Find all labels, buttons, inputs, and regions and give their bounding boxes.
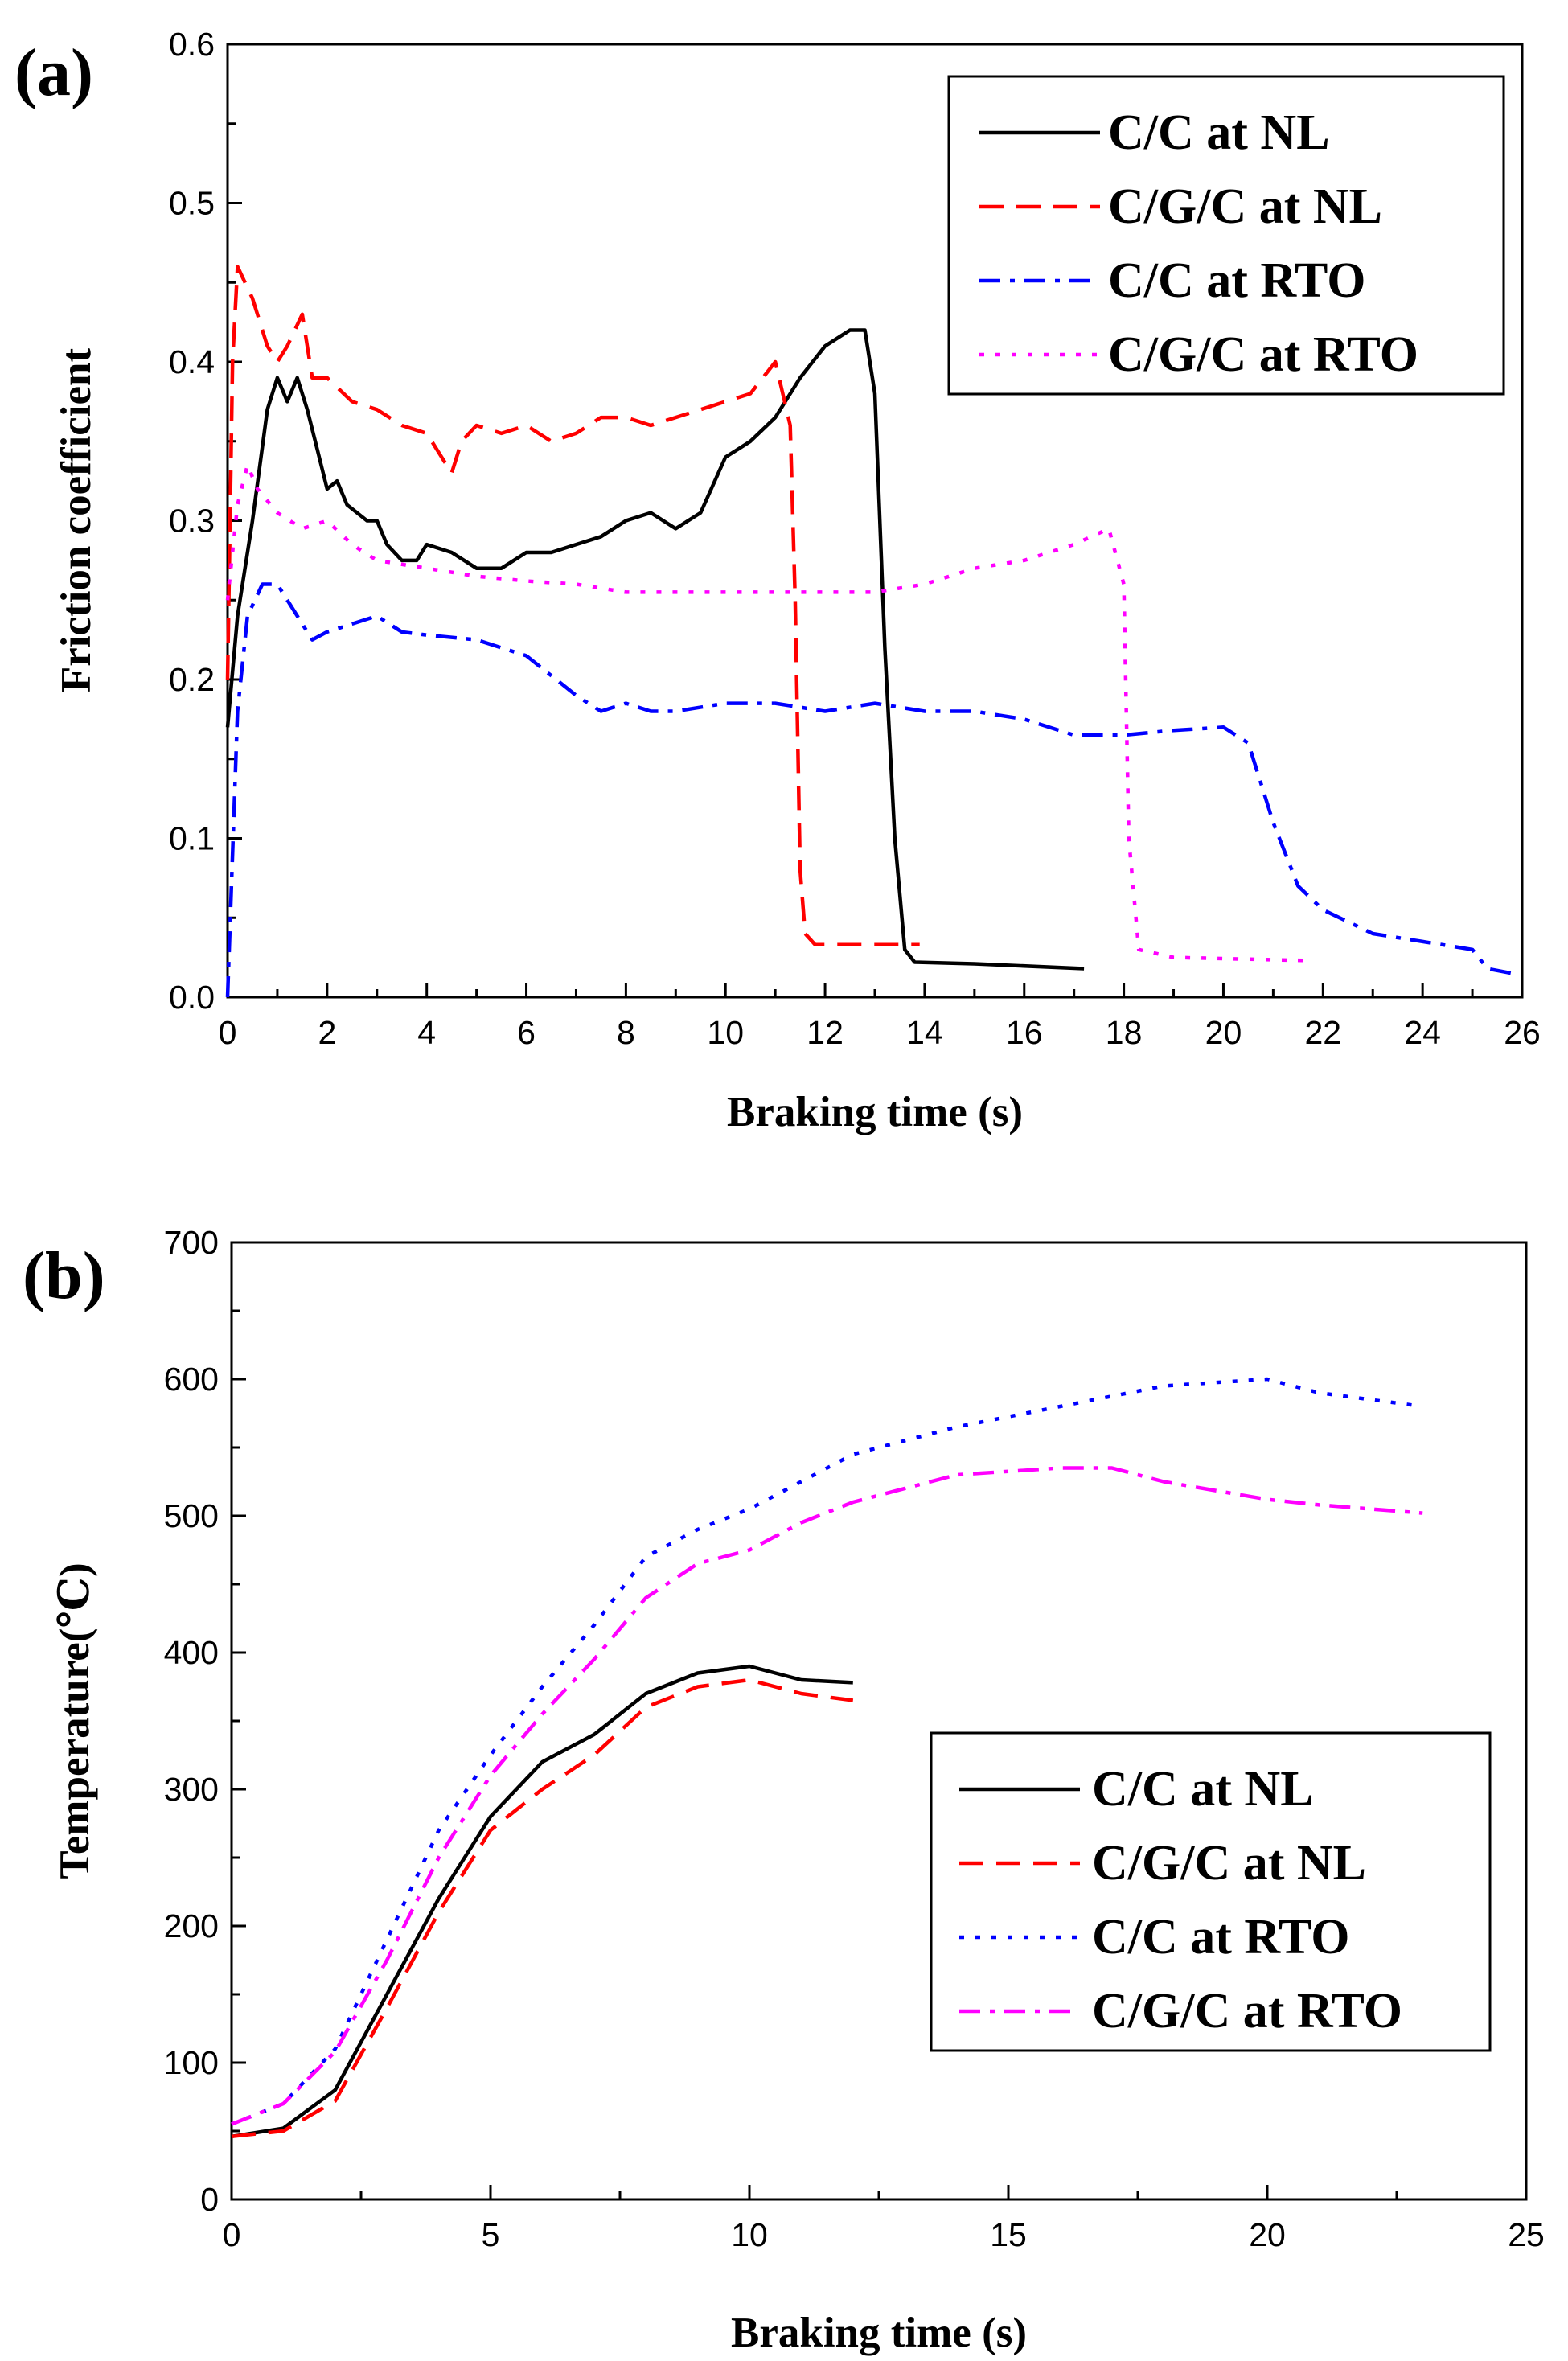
legend-box	[947, 75, 1505, 396]
x-tick-label: 8	[617, 1014, 635, 1051]
series-line	[231, 1677, 854, 2139]
x-tick-label: 14	[906, 1014, 943, 1051]
series-line	[231, 1377, 1423, 2126]
x-axis-title: Braking time (s)	[731, 2310, 1027, 2356]
x-tick-label: 6	[517, 1014, 536, 1051]
x-tick-label: 12	[807, 1014, 844, 1051]
series-line	[225, 582, 1513, 998]
y-tick-label: 200	[164, 1907, 219, 1944]
legend: C/C at NL C/G/C at NL C/C at RTO C/G/C a…	[930, 1731, 1492, 2052]
series-group	[225, 265, 1513, 998]
y-tick-label: 400	[164, 1634, 219, 1671]
x-tick-label: 20	[1205, 1014, 1242, 1051]
legend-entry-label: C/C at NL	[1108, 105, 1330, 160]
legend-entry-label: C/G/C at NL	[1108, 179, 1382, 234]
series-line	[231, 1466, 1423, 2126]
x-tick-label: 2	[318, 1014, 336, 1051]
x-tick-label: 22	[1305, 1014, 1342, 1051]
x-axis-title: Braking time (s)	[727, 1089, 1023, 1135]
panel-a-friction-coefficient-chart: (a) 0 2 4 6 8 10 12 14 16 18 20 22 24 260.00.10.20.30…	[14, 26, 1541, 1135]
legend-entry-label: C/C at RTO	[1108, 253, 1365, 308]
x-tick-label: 0	[223, 2216, 241, 2253]
y-tick-label: 0.5	[169, 185, 215, 222]
x-tick-label: 18	[1106, 1014, 1143, 1051]
y-tick-label: 0.1	[169, 820, 215, 857]
legend-entry-label: C/C at RTO	[1092, 1910, 1349, 1965]
x-tick-label: 26	[1504, 1014, 1541, 1051]
y-tick-label: 0.3	[169, 503, 215, 540]
series-line	[225, 265, 920, 947]
y-axis-title: Temperature(℃)	[51, 1562, 98, 1879]
series-line	[225, 463, 1313, 963]
y-tick-label: 0	[200, 2181, 219, 2218]
series-group	[231, 1377, 1423, 2139]
legend-entry-label: C/G/C at RTO	[1108, 327, 1418, 382]
y-tick-label: 500	[164, 1497, 219, 1534]
y-tick-label: 0.4	[169, 343, 215, 380]
legend-entry-label: C/C at NL	[1092, 1762, 1314, 1817]
legend-box	[930, 1731, 1492, 2052]
x-tick-label: 0	[219, 1014, 237, 1051]
x-tick-label: 4	[417, 1014, 436, 1051]
series-line	[231, 1664, 853, 2139]
series-line	[225, 328, 1085, 971]
y-axis-title: Friction coefficient	[53, 348, 100, 693]
y-tick-label: 0.6	[169, 26, 215, 63]
legend-entry-label: C/G/C at NL	[1092, 1836, 1366, 1891]
x-tick-label: 10	[731, 2216, 768, 2253]
y-tick-label: 0.2	[169, 661, 215, 698]
y-tick-label: 0.0	[169, 979, 215, 1016]
legend-entry-label: C/G/C at RTO	[1092, 1984, 1402, 2039]
y-tick-label: 600	[164, 1361, 219, 1398]
y-tick-label: 700	[164, 1224, 219, 1261]
x-tick-label: 25	[1508, 2216, 1545, 2253]
panel-b-temperature-chart: (b) 0 5 10 15 20 25 0 100 200 300 400 500 600 700 Bra…	[23, 1224, 1545, 2356]
panel-label: (b)	[23, 1238, 105, 1313]
legend: C/C at NL C/G/C at NL C/C at RTO C/G/C a…	[947, 75, 1505, 396]
axis-ticks: 0 5 10 15 20 25 0 100 200 300 400 500 600 700	[164, 1224, 1545, 2253]
y-tick-label: 100	[164, 2044, 219, 2081]
x-tick-label: 15	[990, 2216, 1027, 2253]
x-tick-label: 5	[482, 2216, 500, 2253]
x-tick-label: 24	[1404, 1014, 1441, 1051]
plot-frame	[230, 1241, 1528, 2201]
y-tick-label: 300	[164, 1771, 219, 1808]
panel-label: (a)	[14, 35, 93, 110]
x-tick-label: 10	[707, 1014, 744, 1051]
axis-ticks: 0 2 4 6 8 10 12 14 16 18 20 22 24 260.00.10.20.30.40.…	[169, 26, 1541, 1051]
x-tick-label: 20	[1249, 2216, 1286, 2253]
x-tick-label: 16	[1006, 1014, 1043, 1051]
